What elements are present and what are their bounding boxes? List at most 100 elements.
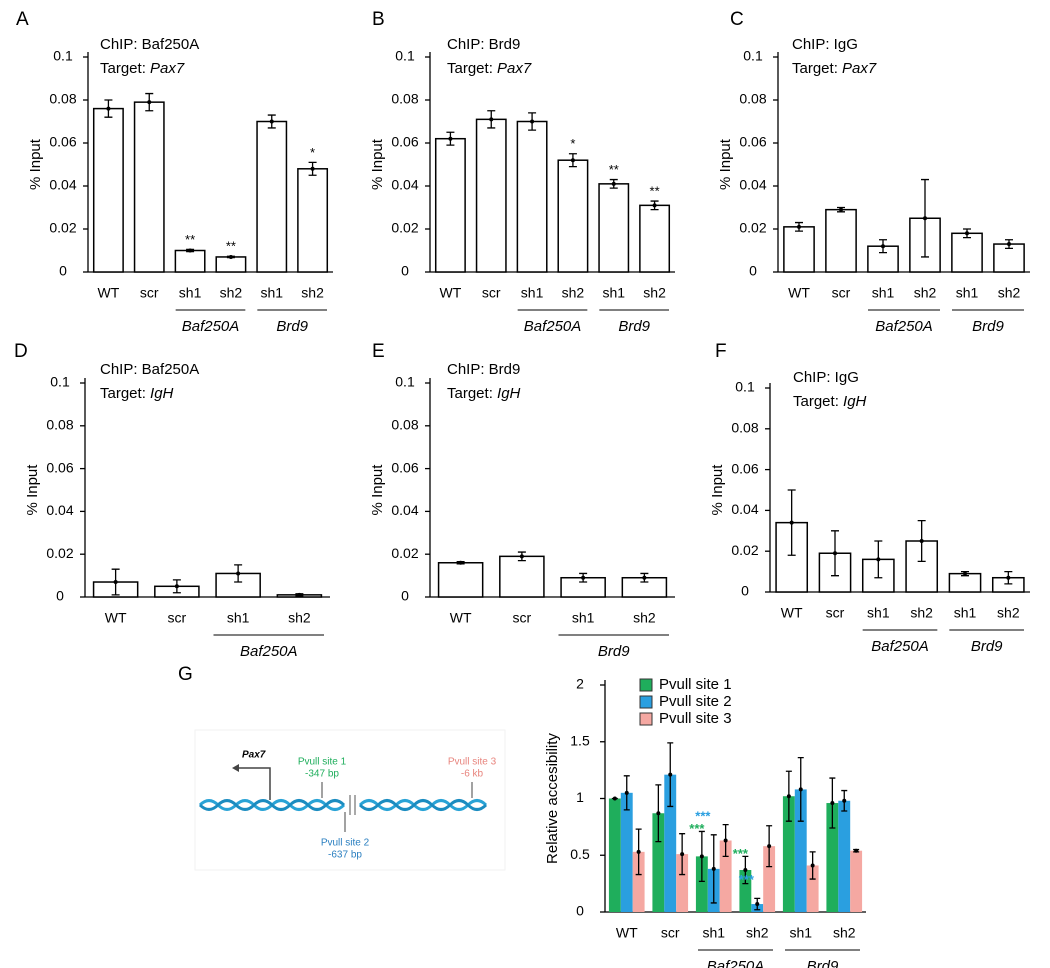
y-tick-label: 0.02 xyxy=(391,545,418,561)
x-tick-label: WT xyxy=(440,285,462,301)
mean-dot xyxy=(642,575,647,580)
y-tick-label: 0.02 xyxy=(391,220,418,236)
y-tick-label: 0.08 xyxy=(49,91,76,107)
y-axis-label: % Input xyxy=(369,464,386,516)
x-tick-label: sh1 xyxy=(702,925,725,941)
mean-dot xyxy=(767,844,772,849)
site-position: -347 bp xyxy=(305,769,339,780)
group-label: Baf250A xyxy=(182,318,240,335)
target-name: IgH xyxy=(497,385,521,402)
bar xyxy=(620,792,633,912)
mean-dot xyxy=(854,848,859,853)
y-tick-label: 2 xyxy=(576,676,584,692)
mean-dot xyxy=(106,106,111,111)
y-tick-label: 0.04 xyxy=(46,502,73,518)
chart-title: ChIP: Baf250A xyxy=(100,36,199,53)
y-tick-label: 0.1 xyxy=(743,48,763,64)
y-tick-label: 0.04 xyxy=(731,501,758,517)
chart-title: ChIP: Baf250A xyxy=(100,361,199,378)
significance: *** xyxy=(689,821,705,836)
panel-label: G xyxy=(178,664,193,685)
bar xyxy=(664,774,677,912)
x-tick-label: sh2 xyxy=(746,925,769,941)
panel-label: F xyxy=(715,341,727,362)
bar xyxy=(632,851,645,912)
y-tick-label: 0.5 xyxy=(570,846,590,862)
site-label: Pvull site 2 xyxy=(321,838,370,849)
y-tick-label: 0.08 xyxy=(739,91,766,107)
x-tick-label: sh2 xyxy=(562,285,585,301)
bar xyxy=(825,208,857,273)
chart-title: ChIP: IgG xyxy=(792,36,858,53)
mean-dot xyxy=(530,119,535,124)
mean-dot xyxy=(833,551,837,556)
significance: * xyxy=(310,145,315,160)
bar xyxy=(951,232,983,273)
group-label: Baf250A xyxy=(707,958,765,968)
mean-dot xyxy=(881,244,885,249)
x-tick-label: WT xyxy=(450,610,472,626)
mean-dot xyxy=(963,571,967,576)
bar xyxy=(695,856,708,912)
mean-dot xyxy=(489,117,494,122)
y-tick-label: 0.08 xyxy=(731,420,758,436)
y-tick-label: 0.1 xyxy=(53,48,73,64)
x-tick-label: sh2 xyxy=(833,925,856,941)
y-tick-label: 0 xyxy=(576,903,584,919)
x-tick-label: scr xyxy=(482,285,501,301)
mean-dot xyxy=(699,854,704,859)
group-label: Baf250A xyxy=(240,643,298,660)
tss-arrow xyxy=(236,767,271,800)
chart-subtitle: Target: Pax7 xyxy=(792,60,877,77)
legend-label: Pvull site 2 xyxy=(659,693,732,710)
y-tick-label: 0.08 xyxy=(46,417,73,433)
y-axis-label: % Input xyxy=(709,464,726,516)
y-tick-label: 0.06 xyxy=(46,459,73,475)
x-tick-label: WT xyxy=(616,925,638,941)
mean-dot xyxy=(228,254,233,259)
y-tick-label: 0.04 xyxy=(739,177,766,193)
x-tick-label: scr xyxy=(832,285,851,301)
chart-subtitle: Target: Pax7 xyxy=(100,60,185,77)
x-tick-label: scr xyxy=(513,610,532,626)
mean-dot xyxy=(842,798,847,803)
x-tick-label: scr xyxy=(140,285,159,301)
significance: *** xyxy=(739,872,755,887)
x-tick-label: sh2 xyxy=(998,285,1021,301)
bar xyxy=(133,101,165,273)
target-name: Pax7 xyxy=(150,60,185,77)
mean-dot xyxy=(570,158,575,163)
significance: *** xyxy=(733,846,749,861)
target-name: Pax7 xyxy=(842,60,877,77)
x-tick-label: WT xyxy=(105,610,127,626)
mean-dot xyxy=(113,580,118,585)
panel-label: D xyxy=(14,341,28,362)
mean-dot xyxy=(876,557,881,562)
target-label: Target: xyxy=(793,393,839,410)
y-tick-label: 0.02 xyxy=(49,220,76,236)
mean-dot xyxy=(810,863,815,868)
legend-swatch xyxy=(639,695,653,709)
x-tick-label: sh1 xyxy=(260,285,283,301)
y-axis-label: % Input xyxy=(27,138,44,190)
mean-dot xyxy=(798,787,803,792)
chart-title: ChIP: Brd9 xyxy=(447,361,520,378)
mean-dot xyxy=(174,584,179,589)
mean-dot xyxy=(612,796,617,801)
y-tick-label: 0 xyxy=(56,588,64,604)
mean-dot xyxy=(1007,242,1011,247)
target-label: Target: xyxy=(447,60,493,77)
mean-dot xyxy=(236,571,241,576)
site-position: -6 kb xyxy=(461,769,484,780)
significance: ** xyxy=(650,183,660,198)
mean-dot xyxy=(269,119,274,124)
legend-label: Pvull site 3 xyxy=(659,710,732,727)
bar xyxy=(867,245,899,273)
y-tick-label: 0.06 xyxy=(739,134,766,150)
legend-swatch xyxy=(639,712,653,726)
y-tick-label: 0.02 xyxy=(731,542,758,558)
x-tick-label: sh1 xyxy=(867,605,890,621)
mean-dot xyxy=(310,166,315,171)
chart-subtitle: Target: IgH xyxy=(447,385,521,402)
